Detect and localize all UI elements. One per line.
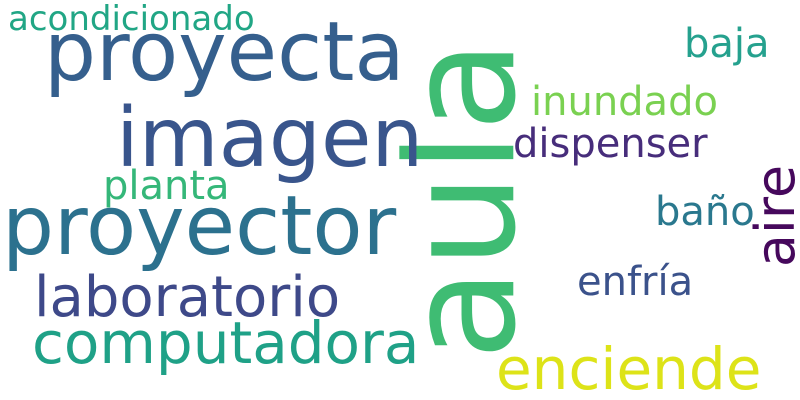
word-aire: aire <box>744 164 800 268</box>
word-computadora: computadora <box>32 309 420 377</box>
word-enciende: enciende <box>496 335 762 400</box>
word-enfria: enfría <box>577 259 694 305</box>
word-imagen: imagen <box>116 91 424 186</box>
word-dispenser: dispenser <box>513 121 708 167</box>
word-bano: baño <box>655 189 755 235</box>
word-proyecta: proyecta <box>44 5 405 100</box>
word-laboratorio: laboratorio <box>34 265 341 330</box>
word-proyector: proyector <box>2 179 397 274</box>
word-baja: baja <box>684 21 770 67</box>
word-planta: planta <box>103 163 230 209</box>
word-inundado: inundado <box>531 79 718 125</box>
word-acondicionado: acondicionado <box>8 0 255 39</box>
